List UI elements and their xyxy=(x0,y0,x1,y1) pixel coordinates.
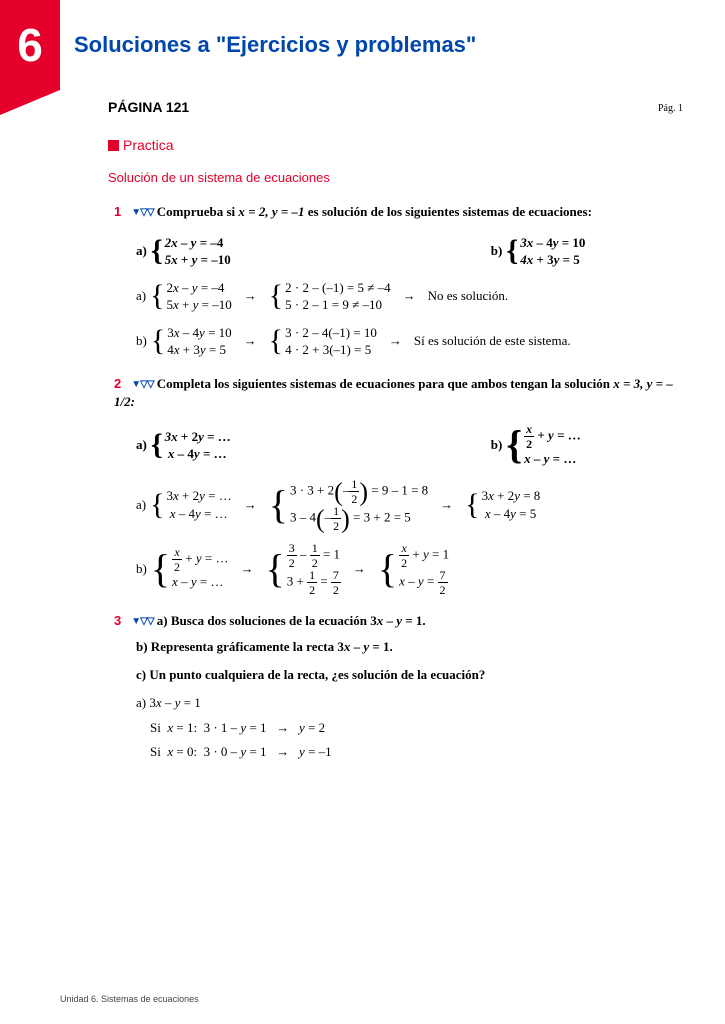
triangle-icon: ▼▽▽ xyxy=(131,207,153,218)
ex2-b: b) { x2 + y = … x – y = … xyxy=(491,423,581,468)
triangle-icon: ▼▽▽ xyxy=(131,616,153,627)
ex3-num: 3 xyxy=(114,612,128,630)
ex2-systems: a) { 3x + 2y = … x – 4y = … b) { x2 + y … xyxy=(114,423,683,468)
ex2-num: 2 xyxy=(114,375,128,393)
square-icon xyxy=(108,140,119,151)
practica-heading: Practica xyxy=(108,136,683,156)
ex1-a: a) { 2x – y = –4 5x + y = –10 xyxy=(136,234,231,269)
ex2-sol-b: b) { x2 + y = … x – y = … → { 32 – 12 = … xyxy=(114,542,683,596)
subheading: Solución de un sistema de ecuaciones xyxy=(108,169,683,187)
ex3-s2a: Si x = 1: 3 · 1 – y = 1 → y = 2 xyxy=(114,719,683,737)
ex1-a-result: No es solución. xyxy=(428,287,509,305)
ex1-systems: a) { 2x – y = –4 5x + y = –10 b) { 3x – … xyxy=(114,234,683,269)
content-area: PÁGINA 121 Practica Solución de un siste… xyxy=(108,98,683,777)
exercise-1: 1 ▼▽▽ Comprueba si x = 2, y = –1 es solu… xyxy=(108,203,683,358)
ex1-b-result: Sí es solución de este sistema. xyxy=(414,332,571,350)
ex1-statement: 1 ▼▽▽ Comprueba si x = 2, y = –1 es solu… xyxy=(114,203,683,221)
ex3-b: b) Representa gráficamente la recta 3x –… xyxy=(114,638,683,656)
ex1-num: 1 xyxy=(114,203,128,221)
page-title: Soluciones a "Ejercicios y problemas" xyxy=(74,30,476,61)
ex2-statement: 2 ▼▽▽ Completa los siguientes sistemas d… xyxy=(114,375,683,411)
ex1-sol-b: b) { 3x – 4y = 10 4x + 3y = 5 → { 3 · 2 … xyxy=(114,324,683,359)
ex3-a: 3 ▼▽▽ a) Busca dos soluciones de la ecua… xyxy=(114,612,683,630)
page-label: PÁGINA 121 xyxy=(108,98,683,118)
chapter-badge: 6 xyxy=(0,0,60,90)
ex2-a: a) { 3x + 2y = … x – 4y = … xyxy=(136,428,231,463)
ex2-sol-a: a) { 3x + 2y = … x – 4y = … → { 3 · 3 + … xyxy=(114,478,683,532)
exercise-2: 2 ▼▽▽ Completa los siguientes sistemas d… xyxy=(108,375,683,596)
exercise-3: 3 ▼▽▽ a) Busca dos soluciones de la ecua… xyxy=(108,612,683,761)
footer-text: Unidad 6. Sistemas de ecuaciones xyxy=(60,993,199,1006)
triangle-icon: ▼▽▽ xyxy=(131,379,153,390)
ex3-s2b: Si x = 0: 3 · 0 – y = 1 → y = –1 xyxy=(114,743,683,761)
ex1-sol-a: a) { 2x – y = –4 5x + y = –10 → { 2 · 2 … xyxy=(114,279,683,314)
ex3-s1: a) 3x – y = 1 xyxy=(114,694,683,712)
chapter-number: 6 xyxy=(17,13,43,77)
ex1-b: b) { 3x – 4y = 10 4x + 3y = 5 xyxy=(491,234,586,269)
ex3-c: c) Un punto cualquiera de la recta, ¿es … xyxy=(114,666,683,684)
